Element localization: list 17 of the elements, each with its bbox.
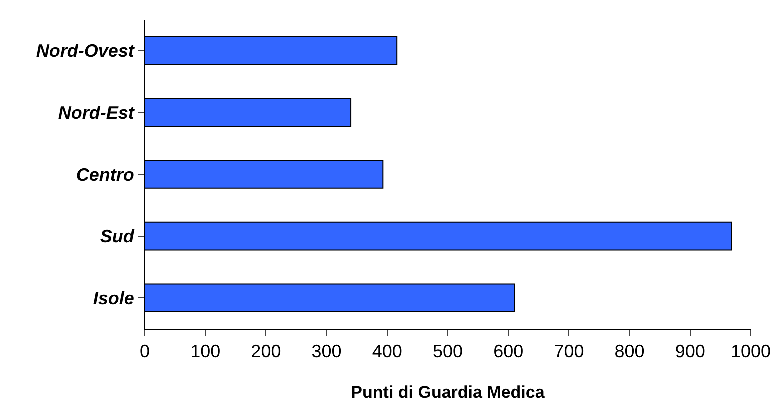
x-tick-label: 900: [675, 342, 706, 362]
x-tick-label: 0: [140, 342, 150, 362]
x-tick-label: 800: [614, 342, 645, 362]
y-tick-label: Centro: [76, 164, 134, 185]
x-axis-title: Punti di Guardia Medica: [351, 383, 546, 402]
y-tick-label: Nord-Est: [58, 103, 136, 123]
x-tick-label: 400: [372, 342, 402, 362]
y-tick-label: Sud: [100, 226, 136, 247]
x-tick-label: 600: [494, 342, 524, 362]
x-tick-label: 200: [251, 342, 282, 362]
x-tick-label: 300: [312, 342, 342, 362]
x-tick-label: 100: [190, 342, 221, 362]
y-tick-label: Isole: [93, 288, 134, 308]
x-tick-label: 700: [554, 342, 584, 362]
x-tick-label: 500: [432, 342, 464, 362]
x-tick-label: 1000: [730, 342, 772, 362]
y-tick-label: Nord-Ovest: [36, 41, 136, 62]
